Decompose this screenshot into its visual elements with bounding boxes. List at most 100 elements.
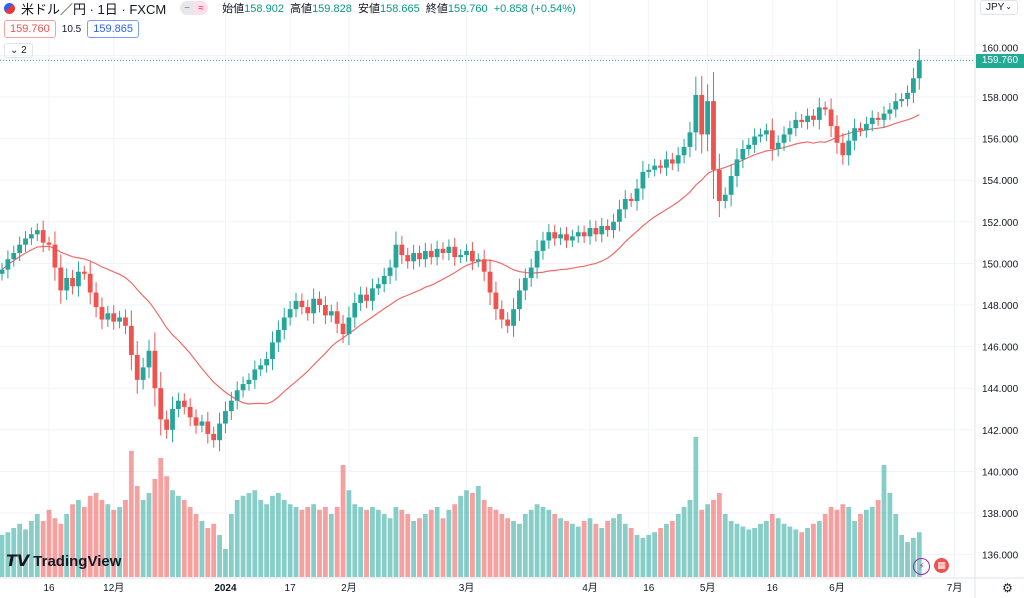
- volume-bar: [134, 486, 140, 577]
- buy-button[interactable]: 159.865: [87, 20, 139, 38]
- candle-body: [617, 209, 622, 222]
- candle-body: [511, 309, 516, 326]
- currency-select[interactable]: JPY ⌄: [980, 0, 1018, 15]
- candle-body: [481, 259, 487, 272]
- candle-body: [558, 234, 563, 239]
- candle-body: [211, 433, 217, 441]
- candle-body: [722, 194, 728, 201]
- time-tick-label: 16: [767, 583, 779, 594]
- minus-icon[interactable]: −: [180, 1, 195, 15]
- lightning-icon[interactable]: ⚡: [913, 558, 930, 575]
- candle-body: [881, 113, 887, 120]
- volume-bar: [699, 509, 705, 577]
- volume-bar: [675, 514, 681, 577]
- candle-body: [581, 232, 587, 237]
- candle-body: [411, 253, 416, 262]
- volume-bar: [475, 486, 481, 577]
- time-tick-label: 3月: [459, 582, 475, 594]
- candle-body: [622, 198, 628, 210]
- symbol-title[interactable]: 米ドル／円 · 1日 · FXCM: [21, 1, 167, 17]
- volume-bar: [17, 523, 23, 577]
- volume-bar: [664, 523, 669, 577]
- candle-body: [323, 305, 328, 316]
- candle-body: [758, 134, 763, 137]
- volume-bar: [223, 549, 228, 577]
- candle-body: [575, 232, 581, 237]
- tradingview-logo[interactable]: 𝙏𝙑 TradingView: [6, 552, 122, 571]
- volume-bar: [752, 528, 758, 577]
- candle-body: [287, 309, 293, 318]
- candle-body: [605, 225, 611, 231]
- volume-bar: [587, 518, 593, 577]
- candle-body: [911, 78, 916, 93]
- candle-body: [334, 311, 340, 324]
- candle-body: [93, 292, 99, 308]
- volume-bar: [364, 509, 369, 577]
- candle-body: [893, 101, 899, 110]
- candle-body: [764, 130, 769, 135]
- settings-gear-icon[interactable]: ⚙: [1002, 580, 1013, 595]
- sell-buy-toggle[interactable]: − ≈: [180, 1, 209, 15]
- price-tick-label: 146.000: [982, 343, 1019, 354]
- volume-bar: [505, 518, 511, 577]
- volume-bar: [70, 504, 75, 577]
- candle-body: [381, 275, 387, 285]
- volume-bar: [99, 500, 105, 577]
- volume-bar: [328, 514, 334, 577]
- candle-body: [81, 271, 87, 274]
- candle-body: [58, 267, 64, 291]
- volume-bar: [552, 514, 558, 577]
- candle-body: [711, 101, 716, 170]
- price-tick-label: 156.000: [982, 135, 1019, 146]
- volume-bar: [711, 500, 716, 577]
- candle-body: [811, 115, 816, 120]
- candle-body: [634, 188, 640, 201]
- volume-bar: [140, 500, 146, 577]
- volume-bar: [611, 518, 616, 577]
- candle-body: [493, 292, 499, 310]
- volume-bar: [511, 521, 516, 577]
- candle-body: [305, 307, 311, 314]
- candle-body: [117, 317, 122, 322]
- candle-body: [693, 94, 699, 133]
- volume-bar: [334, 507, 340, 577]
- candle-body: [828, 109, 834, 127]
- volume-bar: [652, 532, 658, 577]
- candle-body: [87, 273, 93, 293]
- candle-body: [869, 117, 875, 125]
- volume-bar: [193, 514, 199, 577]
- volume-bar: [40, 521, 46, 577]
- volume-bar: [146, 493, 152, 577]
- volume-bar: [211, 523, 217, 577]
- volume-bar: [352, 504, 358, 577]
- candle-body: [517, 290, 522, 310]
- collapse-studies-button[interactable]: ⌄ 2: [4, 43, 33, 58]
- candle-body: [464, 250, 469, 256]
- candle-body: [70, 277, 75, 287]
- equal-icon[interactable]: ≈: [194, 1, 209, 15]
- price-tick-label: 158.000: [982, 93, 1019, 104]
- volume-bar: [781, 523, 787, 577]
- sell-button[interactable]: 159.760: [4, 20, 56, 38]
- volume-bar: [863, 509, 869, 577]
- us-flag-event-icon[interactable]: ▦: [934, 558, 949, 573]
- candle-body: [181, 400, 187, 407]
- candle-body: [916, 60, 922, 79]
- volume-bar: [546, 509, 552, 577]
- candle-body: [799, 119, 805, 122]
- time-tick-label: 5月: [700, 582, 716, 594]
- candle-body: [205, 421, 211, 434]
- volume-bar: [217, 535, 222, 577]
- volume-bar: [270, 495, 275, 577]
- candle-body: [669, 159, 675, 164]
- volume-bar: [5, 532, 11, 577]
- volume-bar: [305, 507, 311, 577]
- volume-bar: [428, 509, 434, 577]
- tv-logo-icon: 𝙏𝙑: [6, 553, 30, 570]
- volume-bar: [693, 437, 699, 577]
- candle-body: [664, 159, 669, 168]
- chevron-down-icon: ⌄: [1005, 2, 1012, 11]
- volume-bar: [875, 500, 881, 577]
- volume-bar: [470, 493, 475, 577]
